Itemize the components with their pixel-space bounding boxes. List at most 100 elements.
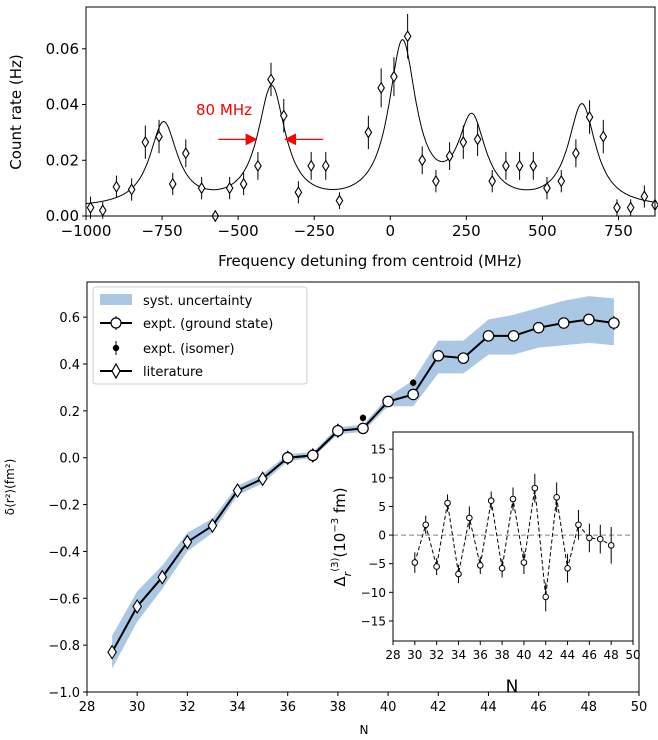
data-point-10 bbox=[225, 181, 234, 195]
x-tick-label-3: −250 bbox=[294, 222, 335, 240]
y-tick-label-2: 5 bbox=[378, 500, 386, 514]
spectrum-plot-area bbox=[85, 13, 658, 223]
legend-entry-literature: literature bbox=[143, 365, 203, 380]
x-tick-label-7: 42 bbox=[430, 700, 447, 715]
legend-ground-marker bbox=[110, 317, 122, 329]
ground-state-point-5 bbox=[407, 388, 419, 401]
data-point-20 bbox=[377, 81, 385, 95]
ground-state-point-7 bbox=[457, 352, 470, 364]
inset-point-17 bbox=[596, 535, 604, 543]
x-tick-label-5: 38 bbox=[494, 648, 509, 662]
inset-point-7 bbox=[487, 497, 495, 505]
legend-box bbox=[92, 286, 308, 385]
x-tick-label-8: 44 bbox=[480, 700, 497, 715]
data-point-3 bbox=[127, 183, 136, 196]
x-tick-label-4: 0 bbox=[386, 222, 396, 240]
ground-state-point-10 bbox=[532, 321, 545, 334]
ground-state-point-9 bbox=[507, 330, 520, 342]
data-point-4 bbox=[141, 135, 150, 149]
inset-plot-area bbox=[393, 473, 633, 612]
y-tick-label-5: 0.0 bbox=[59, 452, 80, 467]
y-tick-label-2: 0.04 bbox=[46, 96, 79, 114]
data-point-27 bbox=[473, 133, 482, 146]
data-point-6 bbox=[168, 177, 177, 191]
spectrum-x-axis-label: Frequency detuning from centroid (MHz) bbox=[218, 252, 522, 270]
y-tick-label-0: 0.00 bbox=[46, 207, 79, 225]
radii-axes-frame bbox=[86, 281, 640, 693]
ground-state-point-1 bbox=[307, 449, 319, 462]
radii-plot-area bbox=[107, 296, 620, 669]
y-tick-label-4: −5 bbox=[368, 557, 386, 571]
y-tick-label-7: 0.4 bbox=[59, 358, 80, 373]
data-point-8 bbox=[197, 181, 206, 195]
x-tick-label-2: 32 bbox=[429, 648, 444, 662]
data-point-0 bbox=[86, 201, 95, 214]
y-tick-label-5: −10 bbox=[361, 586, 386, 600]
legend: syst. uncertainty expt. (ground state) e… bbox=[92, 286, 308, 385]
data-point-19 bbox=[364, 126, 373, 139]
y-tick-label-8: 0.6 bbox=[59, 311, 80, 326]
data-point-33 bbox=[557, 174, 566, 188]
radii-y-ticks: −1.0 −0.8 −0.6 −0.4 −0.2 0.0 0.2 0.4 0.6 bbox=[48, 311, 87, 701]
data-point-26 bbox=[459, 135, 468, 149]
x-tick-label-1: 30 bbox=[129, 700, 146, 715]
legend-entry-band: syst. uncertainty bbox=[143, 294, 253, 309]
inset-point-0 bbox=[411, 559, 419, 566]
x-tick-label-5: 250 bbox=[452, 222, 481, 240]
ground-state-point-11 bbox=[557, 317, 570, 329]
inset-point-3 bbox=[444, 499, 451, 507]
y-tick-label-2: −0.6 bbox=[48, 592, 80, 607]
radii-y-axis-label: δ⟨r²⟩(fm²) bbox=[3, 459, 17, 516]
inset-x-ticks: 28 30 32 34 36 38 40 42 44 46 48 50 bbox=[385, 641, 641, 662]
x-tick-label-3: 34 bbox=[229, 700, 246, 715]
data-point-25 bbox=[445, 149, 454, 163]
legend-band-swatch bbox=[100, 294, 132, 305]
ground-state-point-8 bbox=[482, 330, 495, 342]
y-tick-label-0: −1.0 bbox=[48, 686, 80, 701]
data-point-17 bbox=[321, 159, 330, 173]
y-tick-label-1: 0.02 bbox=[46, 151, 79, 169]
inset-point-13 bbox=[553, 493, 560, 501]
data-point-31 bbox=[529, 159, 538, 173]
x-tick-label-11: 50 bbox=[625, 648, 640, 662]
isomer-point-1 bbox=[409, 379, 417, 386]
ground-state-point-0 bbox=[281, 451, 294, 464]
inset-point-6 bbox=[476, 562, 484, 569]
x-tick-label-5: 38 bbox=[330, 700, 347, 715]
y-tick-label-3: 0 bbox=[378, 529, 386, 543]
annotation-label: 80 MHz bbox=[196, 101, 252, 119]
x-tick-label-9: 46 bbox=[582, 648, 597, 662]
data-point-37 bbox=[613, 201, 621, 214]
inset-y-axis-label: Δr(3)(10−3 fm) bbox=[330, 487, 354, 586]
data-point-29 bbox=[502, 159, 510, 173]
systematic-uncertainty-band bbox=[112, 296, 614, 669]
data-point-24 bbox=[432, 174, 440, 188]
inset-point-12 bbox=[542, 593, 550, 601]
y-tick-label-4: −0.2 bbox=[48, 499, 80, 514]
y-tick-label-1: 10 bbox=[371, 471, 386, 485]
literature-point-6 bbox=[257, 471, 268, 487]
spectrum-axes-frame bbox=[85, 6, 656, 217]
y-tick-label-1: −0.8 bbox=[48, 639, 80, 654]
literature-point-0 bbox=[107, 644, 117, 660]
ground-state-point-4 bbox=[382, 395, 394, 408]
ground-state-point-12 bbox=[583, 313, 595, 326]
spectrum-y-axis-label: Count rate (Hz) bbox=[7, 54, 25, 169]
fit-curve bbox=[85, 39, 655, 205]
odd-even-inset: 28 30 32 34 36 38 40 42 44 46 48 50 151050−5−10−15 … bbox=[330, 431, 641, 697]
isomer-point-0 bbox=[359, 414, 367, 422]
x-tick-label-1: 30 bbox=[407, 648, 422, 662]
x-tick-label-1: −750 bbox=[141, 222, 182, 240]
data-point-1 bbox=[98, 204, 107, 217]
data-point-32 bbox=[543, 181, 551, 195]
inset-point-16 bbox=[586, 534, 593, 542]
data-point-7 bbox=[181, 147, 190, 160]
radii-panel: 28 30 32 34 36 38 40 42 44 46 48 50 −1.0−0.8−0.6−0.… bbox=[3, 281, 647, 737]
data-point-21 bbox=[390, 70, 398, 83]
literature-point-3 bbox=[182, 534, 193, 550]
inset-x-axis-label: N bbox=[506, 677, 519, 697]
data-point-11 bbox=[239, 177, 248, 191]
inset-y-ticks: 15 10 5 0 −5 −10 −15 bbox=[361, 443, 393, 628]
x-tick-label-9: 46 bbox=[530, 700, 547, 715]
